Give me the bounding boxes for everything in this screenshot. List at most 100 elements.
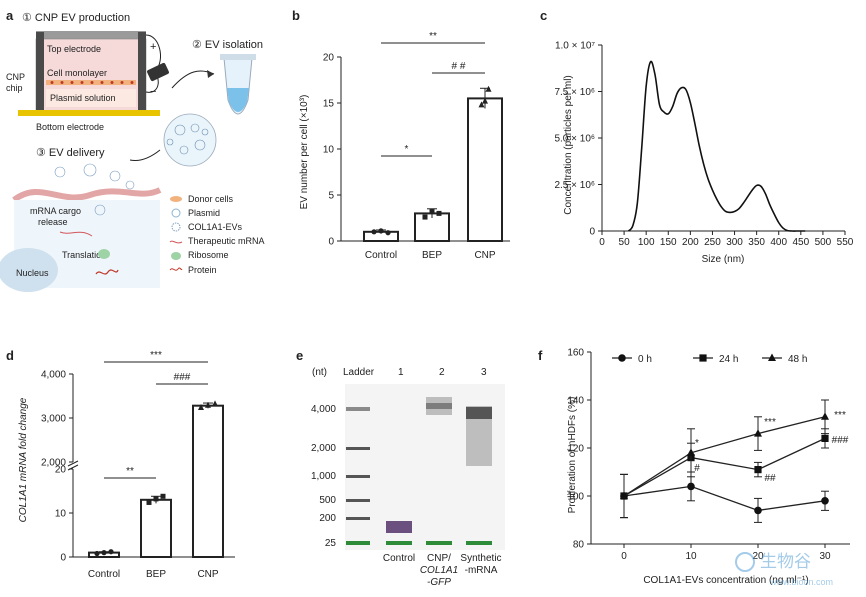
e-size-500: 500 (319, 495, 336, 506)
ladder-band-500 (346, 499, 370, 502)
b-ylabel: EV number per cell (×10³) (299, 95, 310, 210)
lane1-marker (386, 541, 412, 545)
b-sig-text-0: * (405, 144, 409, 155)
cnp-chip-label-1: CNP (6, 72, 25, 82)
f-ytick-label-4: 160 (567, 348, 584, 359)
protein-icon (169, 267, 183, 271)
plus-sign: + (150, 41, 156, 53)
c-xtick-label-7: 350 (748, 237, 765, 248)
ev-zoom-circle (163, 113, 217, 167)
d-point-0-2 (108, 549, 114, 555)
f-line-0 (623, 485, 826, 512)
f-line-1 (623, 437, 826, 497)
mrna-release-label-1: mRNA cargo (30, 206, 81, 216)
nucleus-shape (0, 248, 58, 292)
d-sig-text-0: ** (126, 466, 134, 477)
step3-label: ③ EV delivery (36, 147, 105, 159)
d-point-0-1 (101, 550, 107, 556)
ladder-band-4000 (346, 407, 370, 411)
f-ytick-label-2: 120 (567, 444, 584, 455)
d-ytick-up-label-0: 2,000 (41, 458, 66, 469)
b-point-0-0 (371, 229, 377, 235)
f-xtick-label-2: 20 (752, 551, 764, 562)
panel-a: a ① CNP EV production Top electrode Cell… (0, 8, 265, 292)
d-axis-break-1 (67, 460, 79, 467)
legend-a-1: Plasmid (188, 208, 220, 218)
legend-a-3: Therapeutic mRNA (188, 236, 265, 246)
f-point-0-2 (754, 506, 762, 515)
d-point-0-0 (94, 550, 100, 557)
e-bottom-synth-1: Synthetic (460, 553, 501, 564)
bottom-electrode-label: Bottom electrode (36, 122, 104, 132)
c-size-distribution-line (627, 60, 806, 232)
e-lane-2: 2 (439, 367, 445, 378)
c-ytick-label-3: 7.5 × 10⁶ (554, 87, 595, 98)
f-ylabel: Proliferation of nHDFs (%) (567, 397, 578, 514)
panel-e: e (nt) Ladder 1 2 3 4,000 2,000 1,000 50… (296, 348, 505, 588)
d-ytick-low-label-2: 20 (55, 465, 67, 476)
e-bottom-control: Control (383, 553, 415, 564)
top-electrode-label: Top electrode (47, 44, 101, 54)
f-ytick-label-0: 80 (573, 540, 585, 551)
c-xtick-label-8: 400 (770, 237, 787, 248)
watermark: 生物谷 www.bioon.com (735, 552, 833, 587)
c-xtick-label-6: 300 (726, 237, 743, 248)
d-sig-text-1: ### (174, 372, 191, 383)
f-point-2-1 (687, 448, 695, 456)
d-point-2-1 (205, 401, 211, 408)
d-point-2-2 (212, 400, 218, 407)
c-ytick-label-4: 1.0 × 10⁷ (555, 41, 595, 52)
ladder-band-2000 (346, 447, 370, 450)
b-ytick-label-1: 5 (328, 191, 334, 202)
f-sig-text-2: *** (834, 410, 846, 421)
panel-b: b EV number per cell (×10³) 0 5 10 15 20 Cont… (292, 8, 510, 261)
donor-cell-icon (170, 196, 182, 202)
ladder-lane (346, 407, 370, 545)
f-legend-label-1: 24 h (719, 354, 738, 365)
cell-monolayer-dots (46, 80, 136, 85)
c-xtick-label-3: 150 (660, 237, 677, 248)
f-point-2-0 (620, 491, 628, 499)
b-bar-2 (467, 97, 503, 243)
e-bottom-cnp-2: COL1A1 (420, 565, 458, 576)
b-xlabel-1: BEP (422, 250, 442, 261)
d-ytick-up-label-2: 4,000 (41, 370, 66, 381)
c-marks: 0 50 100 150 200 250 300 350 400 450 500 550 0 2.5 × … (554, 41, 853, 249)
watermark-text: 生物谷 (760, 552, 811, 571)
e-ladder-label: Ladder (343, 367, 375, 378)
panel-label-f: f (538, 348, 543, 363)
c-ytick-label-0: 0 (589, 227, 595, 238)
f-ytick-label-3: 140 (567, 396, 584, 407)
d-point-1-1 (153, 496, 159, 502)
d-point-1-2 (160, 493, 166, 499)
f-xtick-label-3: 30 (819, 551, 831, 562)
lane-3-synthetic (466, 406, 492, 545)
d-ylabel: COL1A1 mRNA fold change (18, 397, 29, 522)
lane2-marker (426, 541, 452, 545)
d-xlabel-2: CNP (197, 569, 218, 580)
d-ytick-up-label-1: 3,000 (41, 414, 66, 425)
f-legend-marker-1 (699, 354, 707, 362)
power-supply-icon (147, 62, 169, 82)
nucleus-label: Nucleus (16, 268, 49, 278)
e-size-200: 200 (319, 513, 336, 524)
bottom-electrode-plate (18, 110, 160, 116)
legend-a-4: Ribosome (188, 250, 229, 260)
d-point-2-0 (198, 403, 204, 410)
b-ytick-label-2: 10 (323, 145, 335, 156)
top-electrode-plate (36, 31, 146, 39)
f-point-1-3 (821, 434, 829, 442)
ev-particles-icon (166, 123, 209, 155)
c-xtick-label-11: 550 (837, 237, 854, 248)
b-point-0-1 (378, 228, 384, 234)
b-point-2-0 (478, 101, 485, 108)
chip-left-wall (36, 32, 44, 112)
e-bottom-synth-2: -mRNA (465, 565, 498, 576)
d-xlabel-1: BEP (146, 569, 166, 580)
c-xtick-label-0: 0 (599, 237, 605, 248)
b-xlabel-0: Control (365, 250, 397, 261)
e-size-4000: 4,000 (311, 404, 336, 415)
panel-c: c Concentration (particles per ml) Size … (540, 8, 854, 265)
c-xlabel: Size (nm) (702, 254, 745, 265)
b-point-1-1 (429, 209, 435, 215)
